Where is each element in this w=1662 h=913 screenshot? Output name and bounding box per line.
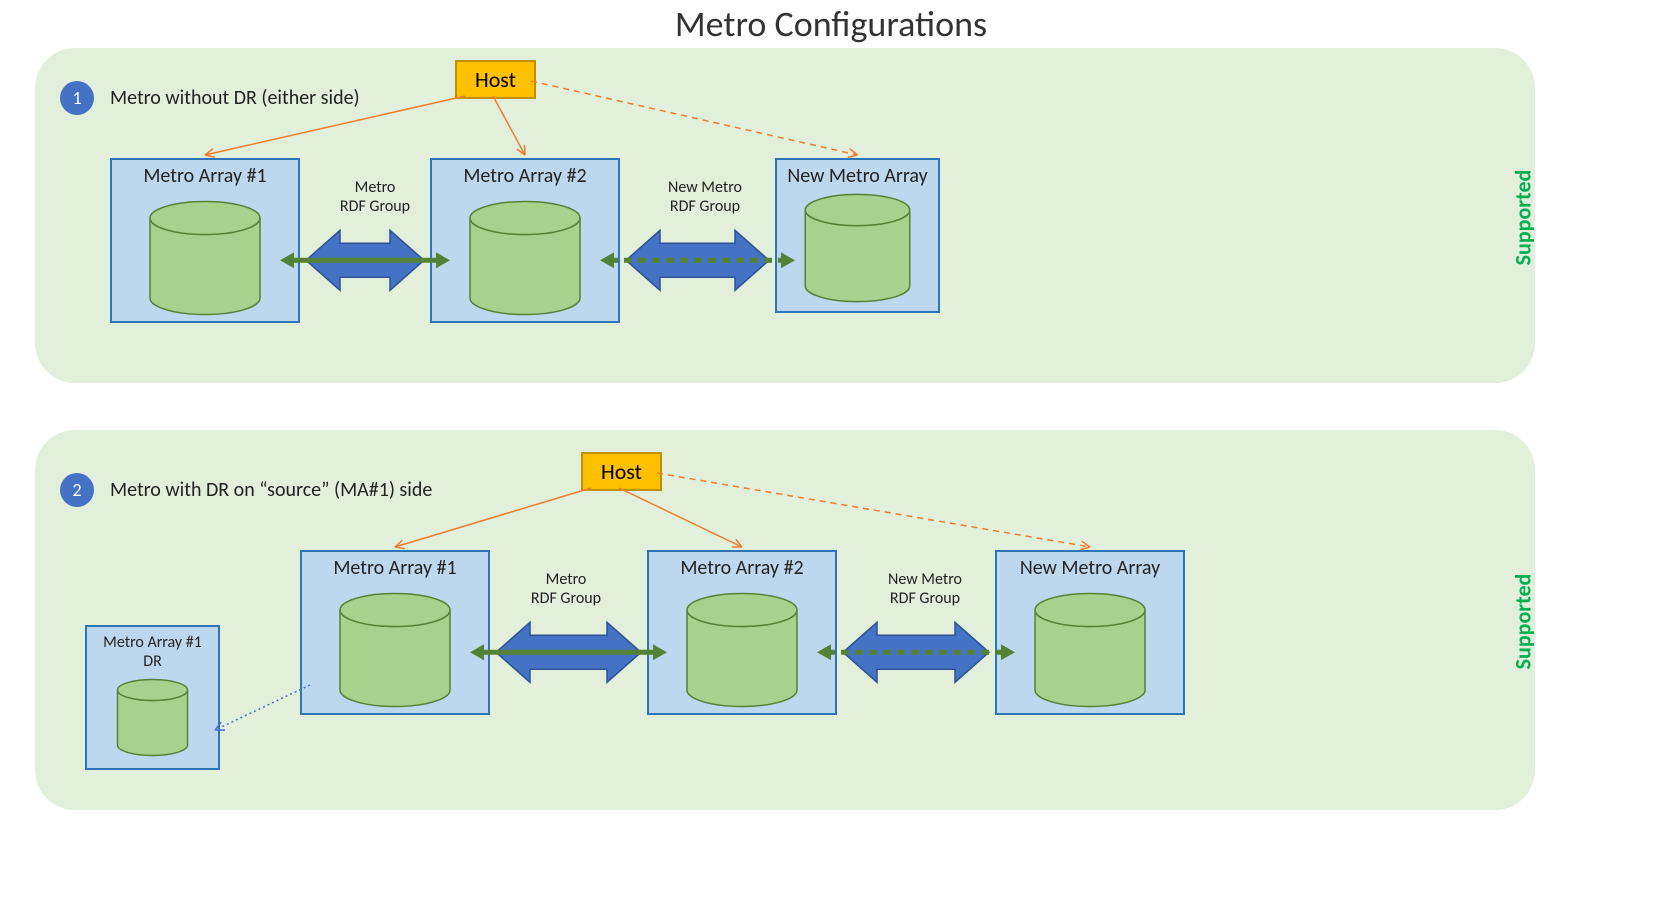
config2-link-1-label: Metro RDF Group: [506, 570, 626, 608]
config2-array-2-label: Metro Array #2: [649, 556, 835, 580]
config1-array-1-label: Metro Array #1: [112, 164, 298, 188]
config-panel-2: 2 Metro with DR on “source” (MA#1) side …: [35, 430, 1535, 810]
config1-array-1: Metro Array #1: [110, 158, 300, 323]
page-title: Metro Configurations: [0, 2, 1662, 46]
config1-link-2-label: New Metro RDF Group: [635, 178, 775, 216]
host-label-1: Host: [475, 66, 516, 93]
config2-dr-box: Metro Array #1 DR: [85, 625, 220, 770]
config2-array-1: Metro Array #1: [300, 550, 490, 715]
config2-dr-label: Metro Array #1 DR: [87, 633, 218, 671]
badge-1: 1: [60, 81, 94, 115]
host-box-2: Host: [581, 452, 662, 491]
config2-caption: Metro with DR on “source” (MA#1) side: [110, 478, 432, 502]
config1-status: Supported: [1509, 169, 1536, 265]
config2-status: Supported: [1509, 574, 1536, 670]
config2-array-3: New Metro Array: [995, 550, 1185, 715]
host-box-1: Host: [455, 60, 536, 99]
config2-array-2: Metro Array #2: [647, 550, 837, 715]
config2-array-3-label: New Metro Array: [997, 556, 1183, 580]
config-panel-1: 1 Metro without DR (either side) Host Me…: [35, 48, 1535, 383]
badge-2-text: 2: [72, 479, 81, 501]
config1-array-2: Metro Array #2: [430, 158, 620, 323]
config1-array-3-label: New Metro Array: [777, 164, 938, 188]
config2-array-1-label: Metro Array #1: [302, 556, 488, 580]
page-root: Metro Configurations 1 Metro without DR …: [0, 0, 1662, 913]
config1-caption: Metro without DR (either side): [110, 86, 360, 110]
badge-2: 2: [60, 473, 94, 507]
config1-array-3: New Metro Array: [775, 158, 940, 313]
config1-link-1-label: Metro RDF Group: [315, 178, 435, 216]
config1-array-2-label: Metro Array #2: [432, 164, 618, 188]
badge-1-text: 1: [72, 87, 81, 109]
config2-link-2-label: New Metro RDF Group: [855, 570, 995, 608]
host-label-2: Host: [601, 458, 642, 485]
